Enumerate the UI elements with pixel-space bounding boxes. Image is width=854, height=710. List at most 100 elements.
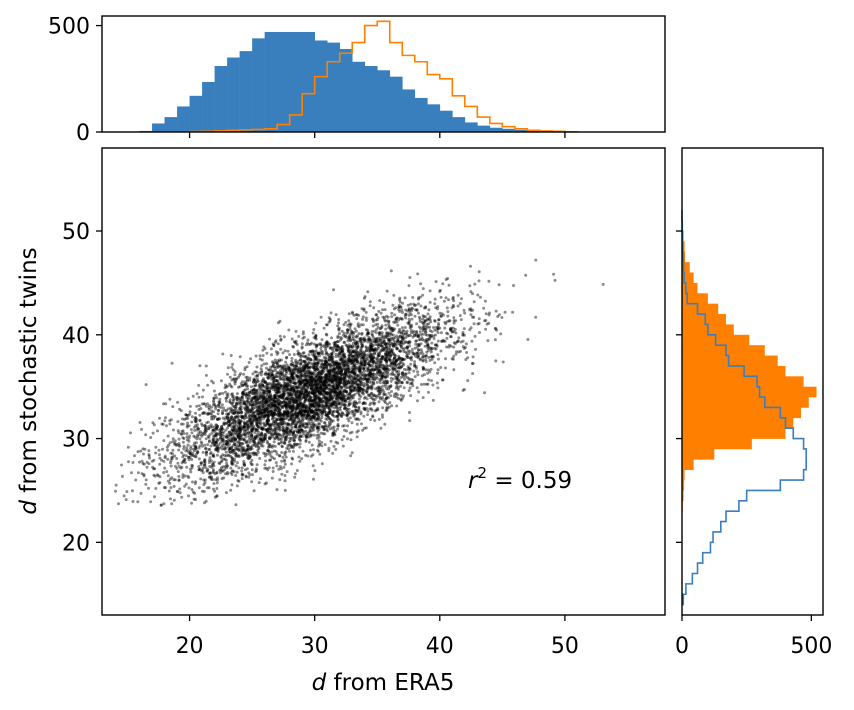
- scatter-point: [331, 396, 335, 400]
- scatter-point: [323, 396, 327, 400]
- scatter-point: [235, 401, 239, 405]
- scatter-point: [152, 473, 156, 477]
- scatter-point: [369, 373, 373, 377]
- scatter-point: [229, 432, 233, 435]
- scatter-point: [454, 352, 458, 356]
- scatter-point: [238, 355, 242, 359]
- scatter-point: [232, 397, 236, 401]
- scatter-point: [329, 311, 333, 315]
- scatter-point: [246, 409, 250, 413]
- scatter-point: [233, 446, 237, 450]
- scatter-point: [237, 432, 241, 436]
- right-histogram-twins-bar: [682, 490, 684, 502]
- scatter-point: [290, 386, 294, 390]
- scatter-point: [230, 460, 234, 464]
- scatter-point: [180, 495, 184, 499]
- scatter-point: [382, 338, 386, 342]
- right-histogram-twins-bar: [682, 355, 778, 367]
- scatter-point: [201, 411, 205, 415]
- scatter-point: [487, 279, 491, 283]
- scatter-point: [424, 338, 428, 342]
- scatter-point: [413, 360, 417, 364]
- scatter-point: [360, 343, 364, 347]
- scatter-point: [317, 390, 321, 394]
- scatter-point: [310, 420, 314, 424]
- scatter-point: [230, 378, 234, 382]
- scatter-point: [303, 378, 307, 382]
- scatter-point: [445, 336, 449, 340]
- scatter-point: [235, 392, 239, 396]
- scatter-point: [447, 298, 450, 302]
- scatter-point: [196, 451, 200, 455]
- top-histogram-era5-bar: [489, 127, 503, 132]
- scatter-point: [403, 326, 407, 329]
- scatter-point: [288, 405, 292, 409]
- scatter-point: [157, 448, 161, 452]
- scatter-point: [306, 381, 310, 385]
- top-histogram-y-tick-label: 0: [76, 121, 90, 146]
- scatter-point: [401, 371, 405, 375]
- scatter-point: [418, 338, 422, 342]
- scatter-point: [349, 322, 353, 326]
- scatter-point: [265, 466, 268, 470]
- scatter-point: [408, 366, 412, 370]
- scatter-point: [298, 428, 302, 432]
- scatter-point: [355, 417, 359, 421]
- scatter-point: [221, 352, 225, 356]
- scatter-point: [327, 358, 331, 362]
- scatter-point: [307, 431, 311, 435]
- scatter-point: [278, 428, 282, 431]
- scatter-point: [284, 360, 288, 364]
- scatter-point: [324, 365, 328, 368]
- scatter-point: [346, 347, 350, 351]
- scatter-point: [297, 417, 300, 421]
- scatter-point: [477, 317, 481, 321]
- scatter-point: [381, 415, 384, 419]
- scatter-point: [300, 391, 304, 395]
- scatter-point: [524, 273, 528, 277]
- scatter-point: [224, 390, 227, 394]
- scatter-point: [417, 325, 421, 329]
- scatter-point: [289, 404, 293, 408]
- scatter-point: [337, 377, 341, 381]
- scatter-point: [265, 428, 269, 432]
- scatter-point: [392, 342, 396, 346]
- scatter-point: [182, 453, 186, 457]
- scatter-point: [350, 345, 354, 349]
- scatter-point: [318, 342, 322, 346]
- scatter-point: [145, 465, 149, 469]
- scatter-point: [322, 391, 326, 395]
- scatter-point: [330, 359, 334, 363]
- scatter-point: [290, 337, 294, 341]
- scatter-point: [494, 309, 498, 313]
- scatter-point: [390, 404, 394, 408]
- scatter-point: [376, 316, 380, 320]
- scatter-point: [388, 350, 392, 354]
- scatter-point: [212, 460, 216, 464]
- scatter-point: [353, 382, 357, 386]
- scatter-point: [324, 360, 328, 364]
- scatter-point: [234, 464, 238, 468]
- scatter-point: [337, 332, 341, 336]
- scatter-point: [305, 389, 309, 393]
- scatter-point: [347, 354, 351, 358]
- scatter-point: [407, 322, 411, 326]
- scatter-point: [361, 428, 365, 432]
- scatter-point: [497, 313, 501, 317]
- scatter-point: [197, 486, 201, 490]
- scatter-point: [261, 426, 265, 430]
- scatter-point: [478, 295, 482, 299]
- scatter-point: [235, 421, 239, 425]
- scatter-point: [157, 481, 161, 485]
- top-histogram-era5-bar: [402, 89, 416, 132]
- scatter-point: [181, 440, 185, 444]
- right-histogram-y-ticks: [676, 230, 682, 544]
- scatter-point: [464, 358, 468, 361]
- scatter-point: [226, 472, 230, 476]
- scatter-point: [499, 332, 503, 336]
- scatter-point: [299, 362, 303, 366]
- scatter-point: [418, 295, 422, 299]
- scatter-point: [242, 428, 246, 432]
- scatter-point: [363, 373, 367, 377]
- scatter-point: [257, 447, 261, 451]
